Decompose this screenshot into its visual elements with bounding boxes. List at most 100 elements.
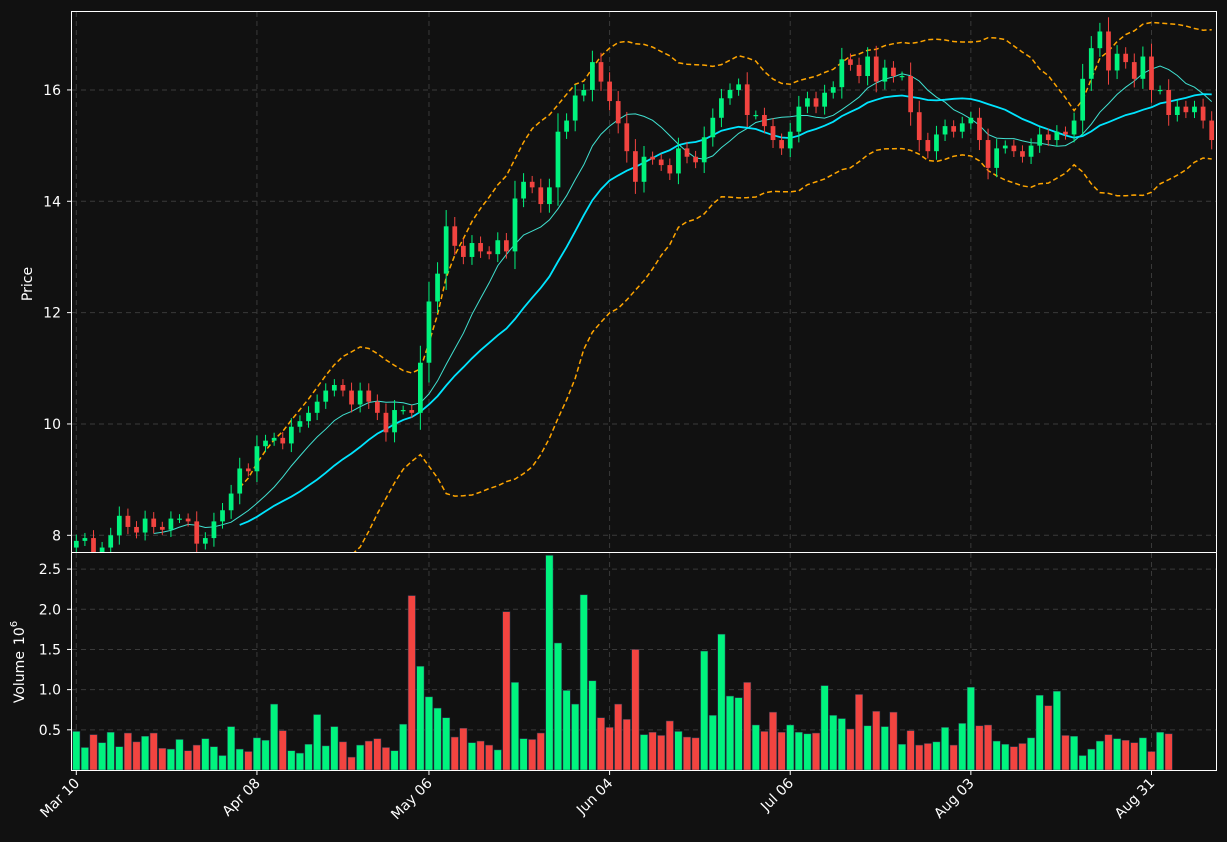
candle-body (873, 56, 879, 82)
candle-body (254, 446, 260, 472)
volume-bar (975, 725, 984, 771)
volume-bar (966, 686, 975, 771)
candle-body (168, 518, 174, 530)
volume-bar (519, 738, 528, 771)
candle-body (1028, 145, 1034, 157)
volume-bar (493, 749, 502, 771)
candle-body (417, 362, 423, 413)
volume-bar (382, 747, 390, 771)
volume-bar (253, 737, 261, 771)
candle-body (856, 64, 862, 77)
volume-bar (201, 738, 210, 771)
volume-bar (124, 732, 132, 771)
volume-bar (751, 724, 760, 771)
volume-bar (777, 731, 786, 771)
volume-bar (98, 742, 107, 771)
candle-body (805, 98, 810, 107)
candle-body (529, 181, 535, 188)
volume-bar (364, 740, 373, 771)
volume-bar (1001, 744, 1010, 771)
volume-bar (1113, 738, 1121, 771)
volume-bar (846, 728, 855, 771)
volume-bar (476, 740, 485, 771)
volume-bar (863, 725, 872, 771)
volume-bar (158, 748, 167, 771)
volume-tick-label: 2.5 (39, 562, 61, 578)
candle-body (719, 98, 724, 118)
candle-body (977, 117, 982, 141)
candle-body (297, 421, 303, 427)
volume-bar (837, 718, 846, 771)
candle-body (134, 526, 139, 533)
volume-axis-unit-exponent: 6 (9, 621, 20, 627)
volume-bar (149, 732, 158, 771)
volume-bar (296, 752, 304, 771)
volume-bar (683, 736, 691, 771)
volume-bar (210, 746, 218, 771)
candle-body (684, 148, 690, 157)
candle-body (547, 187, 552, 205)
candle-body (357, 390, 363, 405)
volume-bar (691, 737, 700, 771)
volume-bar (588, 680, 597, 771)
volume-bar (545, 555, 554, 771)
volume-bar (1052, 690, 1061, 771)
volume-bar (700, 650, 709, 771)
candle-body (1149, 56, 1154, 90)
candle-body (461, 245, 466, 257)
candle-body (1123, 53, 1129, 63)
candle-body (409, 410, 415, 413)
volume-bar (1164, 733, 1173, 771)
volume-tick-label: 1.0 (39, 683, 61, 699)
candle-body (1183, 106, 1189, 113)
candle-body (82, 538, 88, 541)
volume-bar (1156, 731, 1164, 771)
candle-body (400, 410, 406, 412)
candle-body (271, 437, 277, 441)
volume-bar (287, 750, 296, 771)
candle-body (1071, 120, 1077, 135)
volume-bar (536, 732, 545, 771)
candle-body (676, 148, 681, 174)
volume-bar (141, 735, 150, 771)
candle-body (151, 518, 157, 527)
volume-tick-label: 1.5 (39, 642, 61, 658)
volume-bar (794, 731, 803, 771)
candle-body (1020, 151, 1025, 157)
candle-body (125, 515, 131, 527)
volume-bar (1104, 734, 1113, 771)
candle-body (1011, 145, 1017, 152)
volume-axis-label: Volume 106 (9, 621, 28, 703)
volume-bar (923, 743, 932, 771)
price-tick-label: 16 (43, 83, 61, 99)
candle-body (590, 62, 595, 90)
candle-body (839, 59, 845, 88)
candle-body (99, 547, 105, 552)
volume-bar (321, 745, 330, 771)
volume-bar (339, 741, 347, 771)
volume-bar (1095, 740, 1104, 771)
candle-body (340, 384, 346, 391)
candle-body (314, 401, 320, 413)
candle-body (830, 87, 836, 93)
candle-body (796, 106, 802, 132)
candle-body (1054, 131, 1060, 141)
candle-body (916, 112, 922, 141)
candle-body (951, 126, 957, 132)
volume-bar (915, 744, 924, 771)
candle-body (495, 240, 501, 255)
candle-body (202, 538, 208, 544)
price-tick-label: 8 (52, 528, 61, 544)
volume-bar (674, 731, 683, 771)
candle-body (925, 140, 931, 152)
candle-body (624, 123, 630, 152)
volume-bar (235, 748, 244, 771)
candle-body (1174, 106, 1180, 115)
candle-body (108, 535, 114, 548)
candle-body (426, 301, 432, 363)
candle-body (762, 114, 767, 127)
volume-bar (218, 755, 227, 771)
candle-body (116, 515, 122, 536)
candle-body (753, 114, 759, 117)
candle-body (633, 151, 638, 182)
